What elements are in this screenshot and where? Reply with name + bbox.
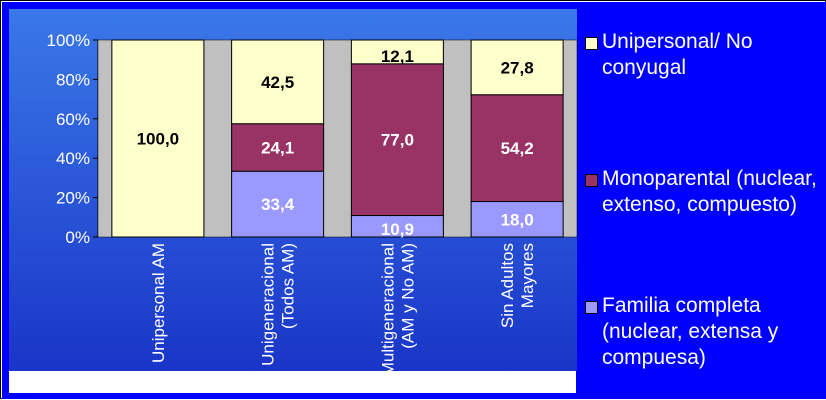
x-tick-label: Mayores bbox=[518, 243, 537, 308]
bar-segment bbox=[350, 39, 444, 65]
bar-segment bbox=[470, 201, 564, 238]
y-tick-label: 80% bbox=[56, 70, 90, 89]
bar-gap-wall bbox=[97, 39, 113, 238]
bar-data-label: 27,8 bbox=[501, 58, 534, 77]
bar-gap-wall bbox=[203, 39, 232, 238]
bars: 100,0 33,4 24,1 42,5 10,9 77,0 12,1 18,0 54,2 27,… bbox=[97, 39, 578, 239]
legend-swatch-unipersonal bbox=[585, 37, 598, 50]
legend-label-familia-completa: Familia completa (nuclear, extensa y com… bbox=[602, 294, 779, 369]
y-tick-label: 60% bbox=[56, 110, 90, 129]
legend-swatch-monoparental bbox=[585, 174, 598, 187]
bar-data-label: 24,1 bbox=[261, 138, 294, 157]
x-tick-label: Unigeneracional bbox=[259, 243, 278, 366]
bar-data-label: 42,5 bbox=[261, 73, 294, 92]
bar-data-label: 54,2 bbox=[501, 139, 534, 158]
legend-label-unipersonal: Unipersonal/ No conyugal bbox=[602, 30, 753, 79]
x-axis-labels: Unipersonal AM Unigeneracional (Todos AM) M… bbox=[149, 243, 537, 376]
caption-box bbox=[9, 371, 576, 393]
x-tick-label: Sin Adultos bbox=[498, 243, 517, 328]
y-axis: 0% 20% 40% 60% 80% 100% bbox=[47, 31, 99, 247]
x-tick-label: Unipersonal AM bbox=[149, 243, 168, 363]
bar-data-label: 33,4 bbox=[261, 195, 295, 214]
x-tick-label: Multigeneracional bbox=[378, 243, 397, 376]
x-tick-label: (Todos AM) bbox=[279, 243, 298, 329]
bar-segment bbox=[231, 39, 325, 125]
bar-data-label: 100,0 bbox=[137, 130, 180, 149]
y-tick-label: 20% bbox=[56, 189, 90, 208]
y-tick-label: 0% bbox=[65, 228, 90, 247]
bar-segment bbox=[111, 39, 205, 238]
legend-swatch-familia-completa bbox=[585, 301, 598, 314]
bar-segment bbox=[231, 170, 325, 238]
bar-gap-wall bbox=[562, 39, 578, 238]
x-tick-label: (AM y No AM) bbox=[398, 243, 417, 349]
bar-segment bbox=[470, 94, 564, 203]
bar-data-label: 12,1 bbox=[381, 47, 414, 66]
y-tick-label: 100% bbox=[47, 31, 90, 50]
legend: Unipersonal/ No conyugal Monoparental (n… bbox=[577, 9, 821, 389]
bar-data-label: 18,0 bbox=[501, 210, 534, 229]
legend-label-monoparental: Monoparental (nuclear, extenso, compuest… bbox=[602, 167, 817, 216]
bar-segment bbox=[231, 123, 325, 172]
bar-gap-wall bbox=[323, 39, 352, 238]
bar-gap-wall bbox=[443, 39, 472, 238]
y-tick-label: 40% bbox=[56, 149, 90, 168]
bar-segment bbox=[470, 39, 564, 96]
bar-data-label: 10,9 bbox=[381, 220, 414, 239]
bar-data-label: 77,0 bbox=[381, 131, 414, 150]
